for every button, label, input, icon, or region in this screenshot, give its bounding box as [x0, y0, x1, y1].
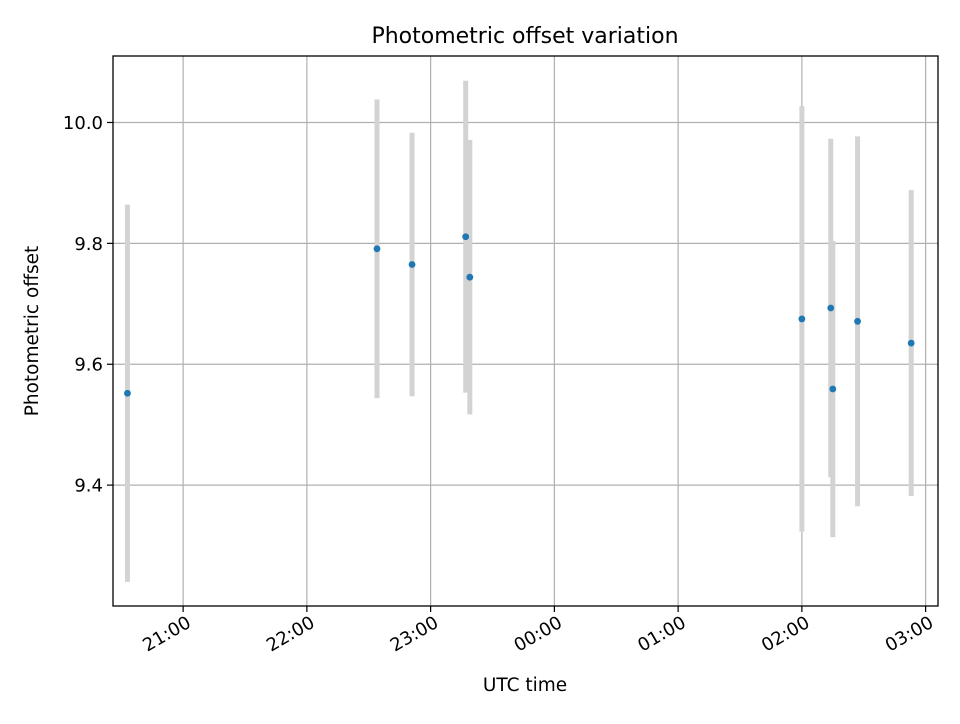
data-point — [907, 339, 915, 347]
data-point — [854, 317, 861, 325]
x-tick-label: 22:00 — [263, 612, 318, 656]
data-point — [829, 385, 837, 393]
tick-layer: 21:00 22:00 23:00 00:00 01:00 02:00 03:00 9.4 9.… — [63, 113, 937, 656]
data-point — [124, 389, 131, 397]
x-tick-label: 00:00 — [510, 612, 565, 656]
x-tick-label: 01:00 — [634, 612, 689, 656]
y-tick-label: 10.0 — [63, 113, 103, 134]
data-point — [798, 315, 806, 323]
data-point — [462, 233, 470, 241]
chart-title: Photometric offset variation — [371, 24, 678, 49]
grid-layer — [113, 56, 938, 606]
data-point — [466, 273, 474, 281]
x-tick-label: 21:00 — [139, 612, 194, 656]
data-point — [373, 245, 381, 253]
point-layer — [124, 233, 915, 397]
errorbar-layer — [124, 80, 914, 582]
y-tick-label: 9.4 — [74, 476, 103, 497]
x-tick-label: 02:00 — [758, 612, 813, 656]
y-tick-label: 9.8 — [74, 234, 103, 255]
y-axis-label: Photometric offset — [22, 246, 43, 417]
y-tick-label: 9.6 — [74, 355, 103, 376]
data-point — [827, 304, 835, 312]
data-point — [408, 261, 416, 268]
x-axis-label: UTC time — [483, 675, 567, 696]
x-tick-label: 23:00 — [387, 612, 442, 656]
x-tick-label: 03:00 — [882, 612, 937, 656]
axes-frame — [112, 55, 939, 607]
